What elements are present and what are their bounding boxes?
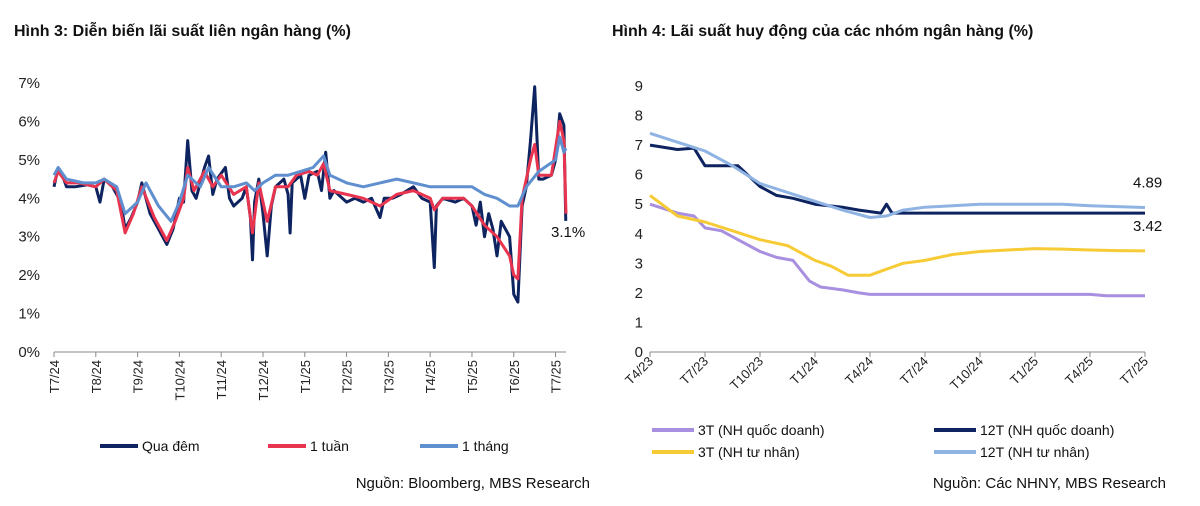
end-value-label: 3.42 [1133, 218, 1162, 235]
chart-right-title: Hình 4: Lãi suất huy động của các nhóm n… [612, 23, 1033, 40]
y-tick-label: 5% [18, 152, 40, 169]
x-tick-label: T5/25 [465, 360, 480, 393]
series-line-3t-nh-qu-c-doanh [649, 202, 1145, 298]
y-tick-label: 4% [18, 190, 40, 207]
legend-label-1-th-ng: 1 tháng [462, 438, 509, 454]
x-tick-label: T7/25 [549, 360, 564, 393]
x-tick-label: T1/24 [787, 354, 821, 388]
chart-right-legend: 3T (NH quốc doanh) 12T (NH quốc doanh) 3T … [652, 422, 1114, 460]
chart-right-lines: 4.89 3.42 [649, 131, 1162, 298]
y-tick-label: 0 [635, 344, 643, 361]
legend-label-qua-m: Qua đêm [142, 438, 200, 454]
x-tick-label: T4/23 [622, 354, 656, 388]
y-tick-label: 9 [635, 78, 643, 95]
series-line-1-tu-n [52, 119, 568, 281]
x-tick-label: T10/24 [947, 354, 986, 393]
series-line-12t-nh-t-nh-n [649, 131, 1146, 219]
legend-label-3t-nh-t-nh-n: 3T (NH tư nhân) [698, 444, 800, 460]
y-tick-label: 7 [635, 137, 643, 154]
x-tick-label: T10/23 [727, 354, 766, 393]
x-tick-label: T3/25 [381, 360, 396, 393]
chart-left-lines: 3.1% [52, 85, 593, 304]
y-tick-label: 3% [18, 229, 40, 246]
series-line-qua-m [52, 85, 568, 304]
chart-left-source: Nguồn: Bloomberg, MBS Research [356, 475, 590, 492]
legend-label-1-tu-n: 1 tuần [310, 438, 349, 454]
x-tick-label: T2/25 [340, 360, 355, 393]
x-tick-label: T12/24 [256, 360, 271, 400]
annotation-box [545, 220, 593, 243]
y-tick-label: 1 [635, 314, 643, 331]
series-line-3t-nh-t-nh-n [649, 194, 1146, 277]
y-tick-label: 5 [635, 196, 643, 213]
x-tick-label: T9/24 [131, 360, 146, 393]
x-tick-label: T8/24 [89, 360, 104, 393]
chart-left-axes: 0% 1% 2% 3% 4% 5% 6% 7% T7/24 T8/24 T9/24 T10/24 T11… [18, 75, 566, 400]
chart-left-legend: Qua đêm 1 tuần 1 tháng [100, 438, 509, 454]
chart-left-title: Hình 3: Diễn biến lãi suất liên ngân hàn… [14, 21, 351, 40]
x-tick-label: T7/25 [1117, 354, 1151, 388]
y-tick-label: 2% [18, 267, 40, 284]
x-tick-label: T4/25 [1062, 354, 1096, 388]
x-tick-label: T1/25 [298, 360, 313, 393]
legend-label-12t-nh-qu-c-doanh: 12T (NH quốc doanh) [980, 422, 1114, 438]
x-tick-label: T4/24 [842, 354, 876, 388]
x-tick-label: T1/25 [1007, 354, 1041, 388]
y-tick-label: 4 [635, 226, 643, 243]
y-tick-label: 8 [635, 108, 643, 125]
series-line-1-th-ng [52, 135, 568, 223]
series-line-12t-nh-qu-c-doanh [649, 143, 1145, 215]
y-tick-label: 3 [635, 255, 643, 272]
y-tick-label: 7% [18, 75, 40, 92]
x-tick-label: T7/24 [47, 360, 62, 393]
x-tick-label: T10/24 [172, 360, 187, 400]
y-tick-label: 0% [18, 344, 40, 361]
y-tick-label: 1% [18, 306, 40, 323]
chart-right-source: Nguồn: Các NHNY, MBS Research [933, 475, 1166, 492]
x-tick-label: T7/23 [677, 354, 711, 388]
x-tick-label: T4/25 [423, 360, 438, 393]
y-tick-label: 6 [635, 167, 643, 184]
end-value-label: 4.89 [1133, 174, 1162, 191]
y-tick-label: 6% [18, 113, 40, 130]
annotation-label: 3.1% [551, 224, 585, 241]
legend-label-3t-nh-qu-c-doanh: 3T (NH quốc doanh) [698, 422, 825, 438]
x-tick-label: T6/25 [507, 360, 522, 393]
x-tick-label: T11/24 [214, 360, 229, 400]
y-tick-label: 2 [635, 285, 643, 302]
legend-label-12t-nh-t-nh-n: 12T (NH tư nhân) [980, 444, 1090, 460]
chart-right-axes: 0 1 2 3 4 5 6 7 8 9 T4/23 T7/23 T10/23 T1/24 T4/24 T7/2… [622, 78, 1151, 393]
x-tick-label: T7/24 [897, 354, 931, 388]
